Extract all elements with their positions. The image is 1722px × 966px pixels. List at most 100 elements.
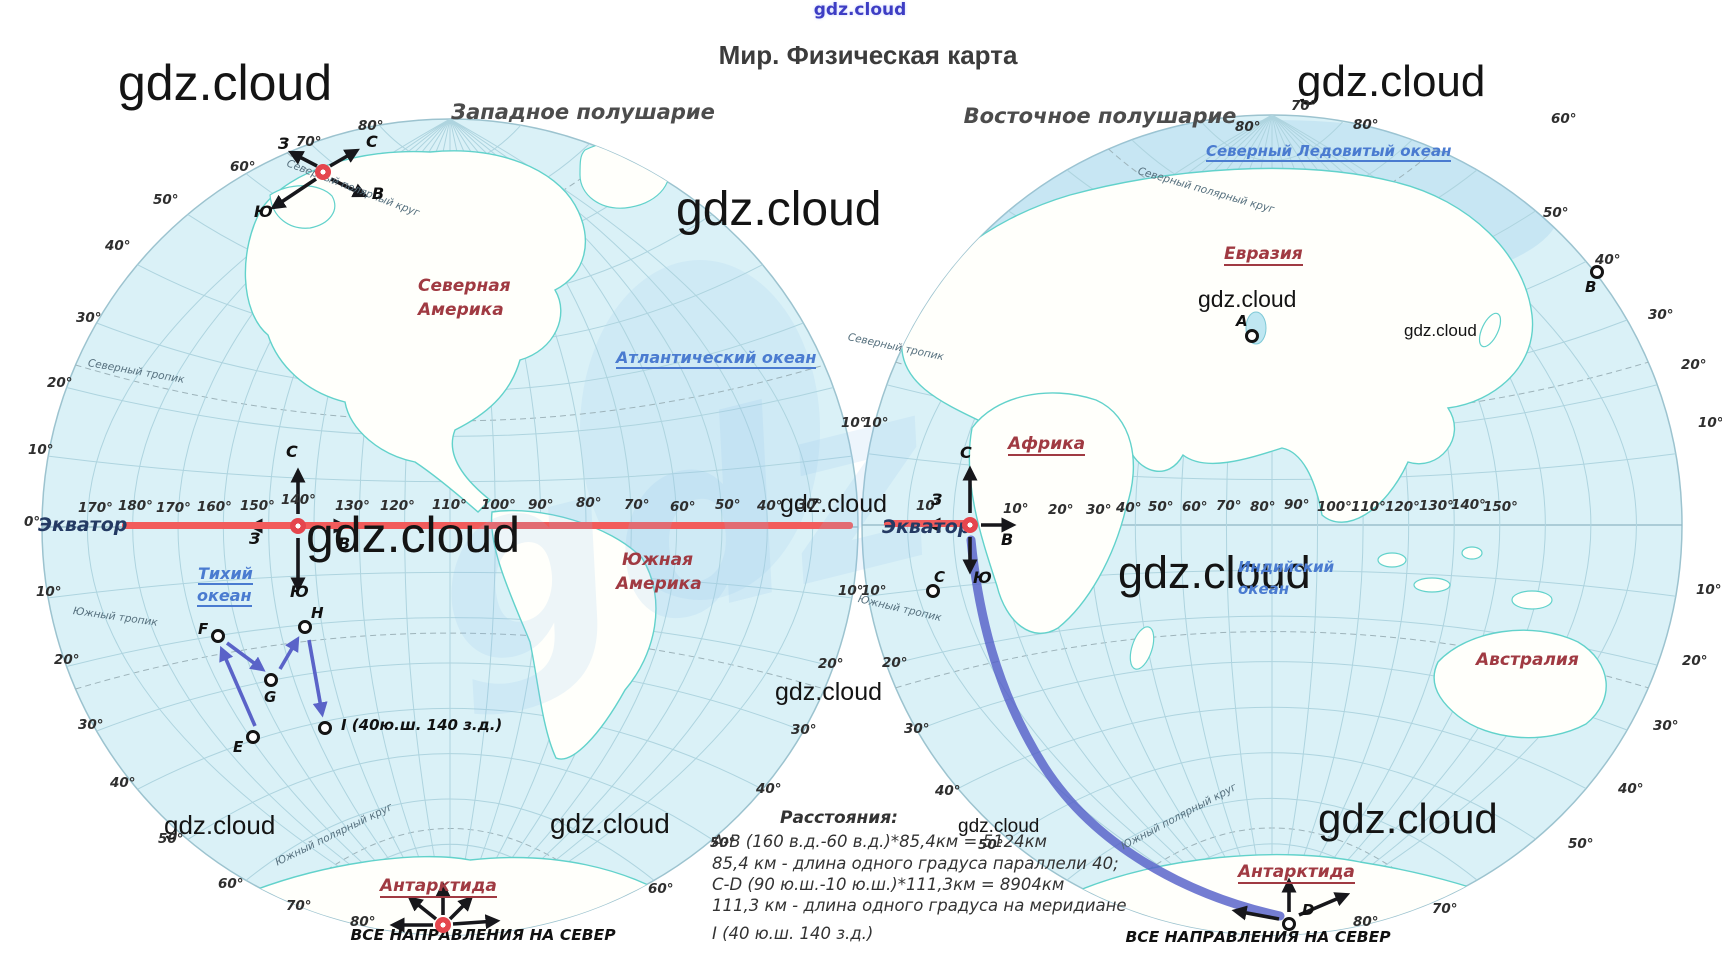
latitude-tick: 50° (153, 192, 179, 208)
watermark: gdz.cloud (1198, 286, 1297, 312)
longitude-tick-east: 150° (1483, 499, 1518, 515)
compass-center-dot (962, 517, 978, 533)
latitude-tick: 30° (1648, 307, 1674, 323)
watermark: gdz.cloud (676, 183, 882, 236)
longitude-tick-west: 180° (118, 498, 153, 514)
longitude-tick-west: 80° (576, 495, 602, 511)
compass-center-dot (315, 164, 331, 180)
north-america-shape (244, 150, 587, 513)
continent-label: Антарктида (1238, 862, 1355, 884)
latitude-tick: 20° (818, 656, 844, 672)
point-label-B: В (1585, 278, 1597, 296)
island-shape (1377, 552, 1407, 568)
latitude-tick: 80° (350, 914, 376, 930)
longitude-tick-west: 130° (335, 498, 370, 514)
latitude-tick: 30° (76, 310, 102, 326)
point-F (211, 629, 225, 643)
longitude-tick-east: 50° (1148, 499, 1174, 515)
point-label-F: F (198, 620, 209, 638)
continent-label: Антарктида (380, 876, 497, 898)
distances-heading: Расстояния: (780, 808, 898, 828)
latitude-tick: 40° (105, 238, 131, 254)
watermark: gdz.cloud (1318, 795, 1498, 842)
antarctica-west-shape (234, 855, 663, 935)
longitude-tick-west: 170° (156, 500, 191, 516)
latitude-tick: 80° (1353, 914, 1379, 930)
continent-label: Америка (418, 300, 504, 320)
watermark: gdz.cloud (164, 810, 276, 840)
watermark: gdz.cloud (775, 678, 883, 706)
watermark: gdz.cloud (118, 55, 333, 111)
latitude-tick: 40° (935, 783, 961, 799)
longitude-tick-east: 60° (1182, 499, 1208, 515)
longitude-tick-west: 90° (528, 497, 554, 513)
continent-label: Северная (418, 276, 511, 296)
latitude-tick: 0° (24, 514, 41, 530)
distance-line: 85,4 км - длина одного градуса параллели… (712, 854, 1119, 873)
japan-shape (1478, 312, 1502, 348)
ocean-label: Северный Ледовитый океан (1206, 142, 1452, 162)
longitude-tick-west: 60° (670, 499, 696, 515)
watermark: gdz.cloud (780, 490, 888, 518)
longitude-tick-east: 30° (1086, 502, 1112, 518)
longitude-tick-east: 90° (1284, 497, 1310, 513)
point-label-D: D (1302, 901, 1315, 919)
island-shape (1461, 546, 1483, 560)
continent-label: Евразия (1224, 244, 1303, 266)
compass-direction-label: С (366, 132, 378, 151)
all-directions-north-note-west: ВСЕ НАПРАВЛЕНИЯ НА СЕВЕР (350, 926, 616, 944)
equator-highlight-west (122, 522, 853, 529)
latitude-tick: 50° (978, 837, 1004, 853)
compass-direction-label: В (372, 184, 385, 203)
latitude-tick: 70° (286, 898, 312, 914)
longitude-tick-east: 20° (1048, 502, 1074, 518)
longitude-tick-east: 40° (1116, 500, 1142, 516)
compass-center-dot (290, 518, 306, 534)
longitude-tick-east: 100° (1317, 499, 1352, 515)
latitude-tick: 10° (838, 583, 864, 599)
point-C (926, 584, 940, 598)
point-label-H: H (311, 604, 324, 622)
continent-label: Австралия (1476, 650, 1579, 670)
latitude-tick: 30° (78, 717, 104, 733)
watermark: gdz.cloud (306, 507, 521, 563)
latitude-tick: 80° (1353, 117, 1379, 133)
latitude-tick: 20° (882, 655, 908, 671)
compass-direction-label: В (338, 534, 351, 553)
compass-direction-label: З (278, 134, 290, 153)
ocean-label: Тихий (198, 564, 253, 585)
all-directions-north-note-east: ВСЕ НАПРАВЛЕНИЯ НА СЕВЕР (1125, 928, 1391, 946)
point-D (1282, 917, 1296, 931)
longitude-tick-east: 10° (1003, 501, 1029, 517)
latitude-tick: 30° (1653, 718, 1679, 734)
latitude-tick: 10° (861, 583, 887, 599)
latitude-tick: 20° (1681, 357, 1707, 373)
ocean-label: Индийский (1238, 558, 1335, 576)
latitude-tick: 60° (230, 159, 256, 175)
latitude-tick: 10° (841, 415, 867, 431)
australia-shape (1433, 629, 1607, 739)
longitude-tick-west: 110° (432, 497, 467, 513)
page-title: Мир. Физическая карта (718, 40, 1018, 70)
longitude-tick-east: 140° (1451, 497, 1486, 513)
latitude-tick: 50° (1568, 836, 1594, 852)
compass-center-dot (435, 917, 451, 933)
compass-direction-label: В (1001, 530, 1014, 549)
longitude-tick-east: 10° (916, 498, 942, 514)
hemisphere-title-west: Западное полушарие (451, 100, 715, 124)
latitude-tick: 50° (1543, 205, 1569, 221)
compass-direction-label: С (286, 442, 298, 461)
latitude-tick: 10° (863, 415, 889, 431)
ocean-label: океан (197, 586, 252, 607)
latitude-tick: 80° (358, 118, 384, 134)
point-label-G: G (264, 688, 277, 706)
latitude-tick: 80° (1235, 119, 1261, 135)
compass-antarctica-east (1231, 877, 1351, 921)
longitude-tick-east: 120° (1385, 499, 1420, 515)
point-B (1590, 265, 1604, 279)
continent-label: Африка (1008, 434, 1086, 456)
point-A (1245, 329, 1259, 343)
ocean-label: Атлантический океан (616, 348, 817, 369)
compass-antarctica-west (389, 881, 501, 933)
